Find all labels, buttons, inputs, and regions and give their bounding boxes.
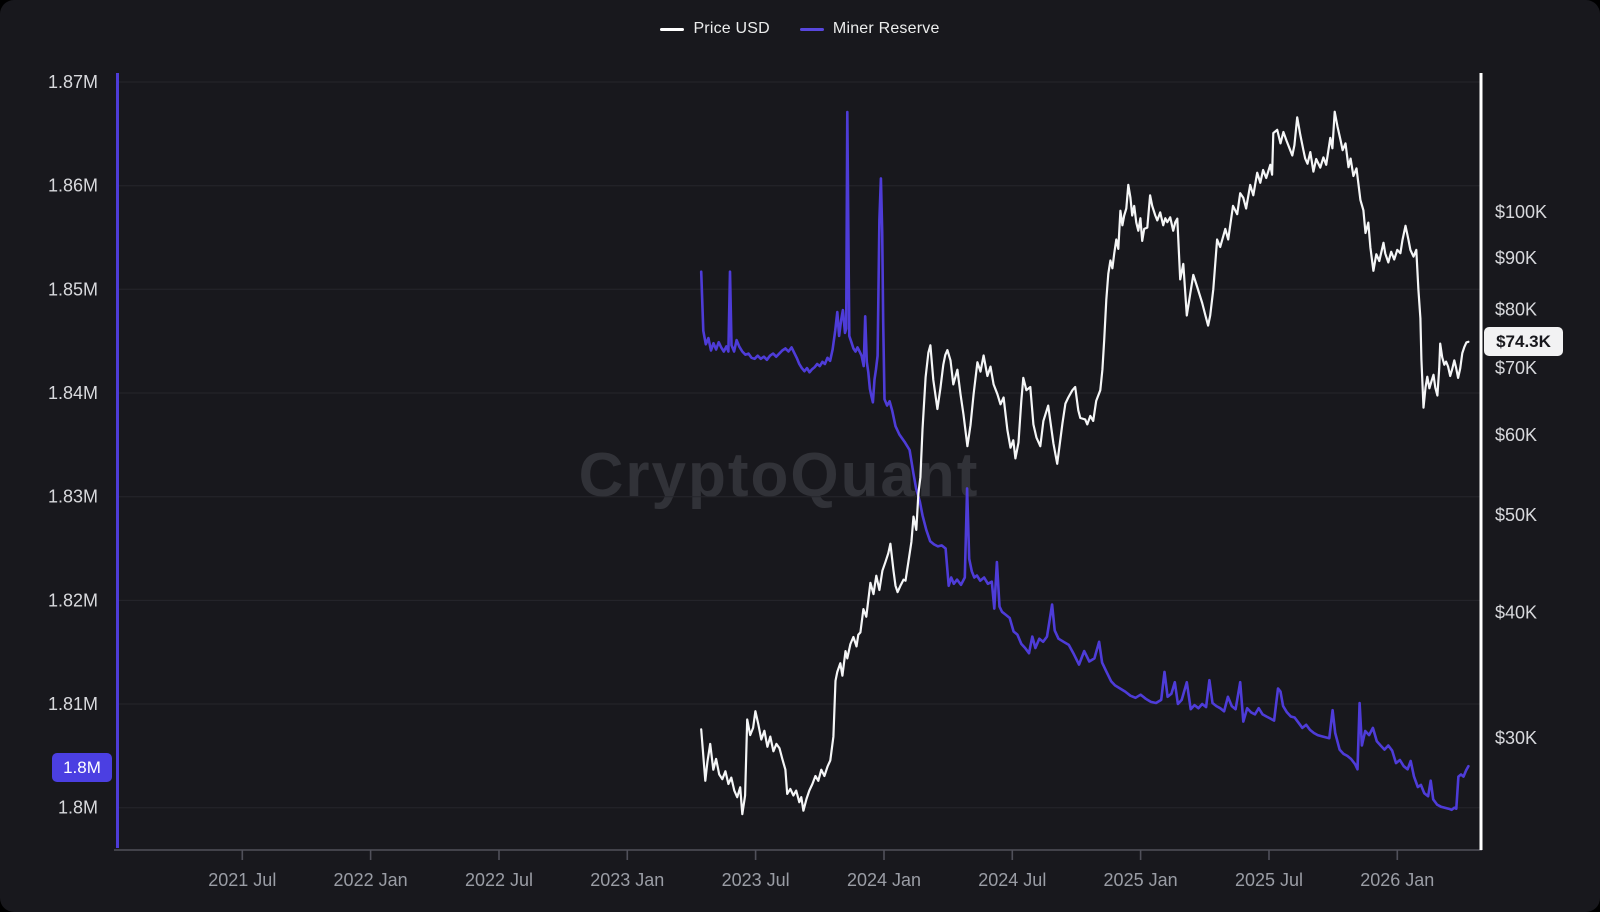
left-axis-label: 1.86M — [48, 176, 98, 196]
price-usd-line[interactable] — [700, 110, 1470, 816]
x-axis-label: 2022 Jul — [465, 870, 533, 890]
x-axis-label: 2023 Jan — [590, 870, 664, 890]
miner-reserve-current-value-badge: 1.8M — [52, 753, 112, 782]
left-axis-label: 1.84M — [48, 383, 98, 403]
legend-item-price-usd[interactable]: Price USD — [660, 20, 770, 38]
price-usd-line-swatch-icon — [660, 27, 685, 31]
left-axis-label: 1.8M — [58, 798, 98, 818]
left-axis-label: 1.83M — [48, 487, 98, 507]
x-axis-label: 2024 Jan — [847, 870, 921, 890]
legend-item-miner-reserve[interactable]: Miner Reserve — [799, 20, 940, 38]
x-axis-label: 2022 Jan — [334, 870, 408, 890]
legend-label-price-usd: Price USD — [693, 20, 770, 37]
x-axis-label: 2024 Jul — [978, 870, 1046, 890]
miner-reserve-line[interactable] — [699, 110, 1470, 812]
x-axis-label: 2023 Jul — [722, 870, 790, 890]
miner-reserve-line-swatch-icon — [799, 27, 824, 31]
right-axis-label: $60K — [1495, 425, 1537, 445]
price-current-value-badge: $74.3K — [1484, 327, 1563, 356]
left-axis-label: 1.81M — [48, 694, 98, 714]
legend-label-miner-reserve: Miner Reserve — [832, 20, 940, 37]
x-axis-label: 2026 Jan — [1360, 870, 1434, 890]
right-axis-label: $70K — [1495, 358, 1537, 378]
right-axis-label: $100K — [1495, 202, 1547, 222]
x-axis-label: 2025 Jul — [1235, 870, 1303, 890]
right-axis-label: $80K — [1495, 300, 1537, 320]
right-axis-label: $30K — [1495, 728, 1537, 748]
left-axis-label: 1.82M — [48, 590, 98, 610]
right-axis-label: $90K — [1495, 248, 1537, 268]
left-axis-label: 1.87M — [48, 72, 98, 92]
x-axis-label: 2025 Jan — [1104, 870, 1178, 890]
x-axis-label: 2021 Jul — [208, 870, 276, 890]
right-axis-label: $40K — [1495, 602, 1537, 622]
legend: Price USD Miner Reserve — [0, 20, 1600, 38]
left-axis-label: 1.85M — [48, 279, 98, 299]
right-axis-label: $50K — [1495, 505, 1537, 525]
